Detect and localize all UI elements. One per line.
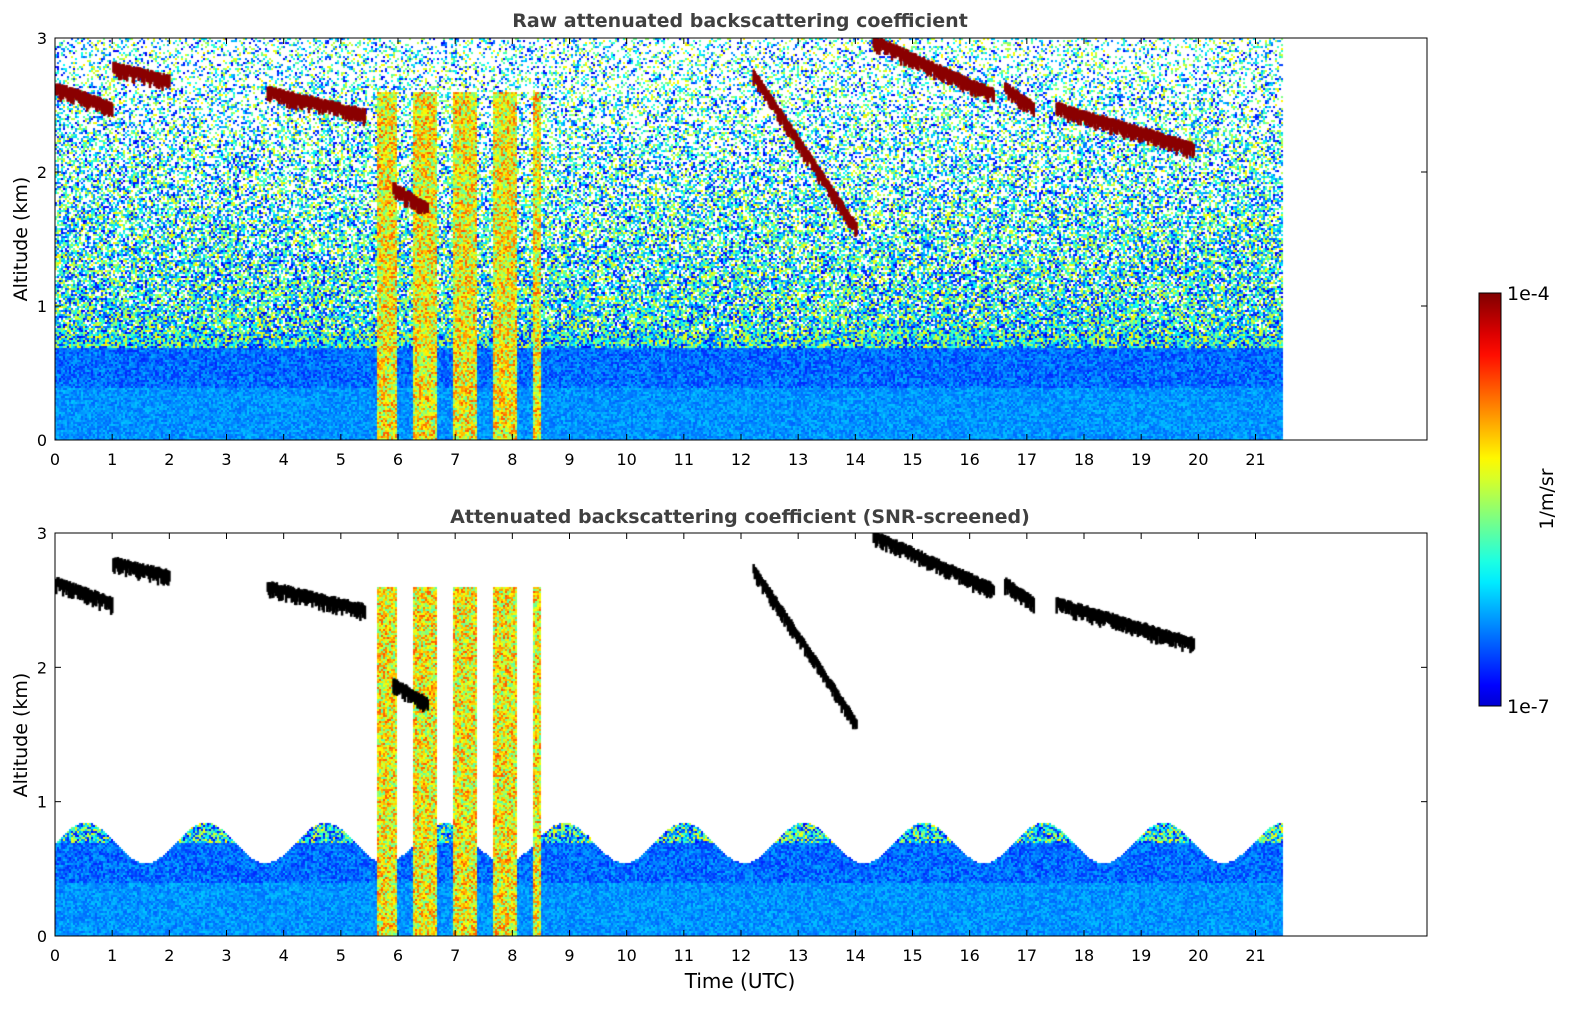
x-axis-screened: 0 1 2 3 4 5 6 7 8 9 10 11 12 13 14 15 16 17 18 19 20 21 <box>50 533 1266 965</box>
x-tick-label: 2 <box>164 450 174 469</box>
x-tick-label: 8 <box>507 946 517 965</box>
y-tick-label: 0 <box>37 431 47 450</box>
x-tick-label: 21 <box>1245 450 1265 469</box>
x-tick-label: 7 <box>450 946 460 965</box>
y-tick-label: 3 <box>37 29 47 48</box>
y-axis-raw: 0 1 2 3 <box>37 29 1427 450</box>
x-tick-label: 15 <box>902 450 922 469</box>
x-tick-label: 6 <box>393 450 403 469</box>
colorbar-min-label: 1e-7 <box>1507 696 1550 718</box>
x-tick-label: 5 <box>336 450 346 469</box>
x-tick-label: 7 <box>450 450 460 469</box>
x-tick-label: 16 <box>959 946 979 965</box>
x-tick-label: 8 <box>507 450 517 469</box>
x-tick-label: 1 <box>107 946 117 965</box>
screened-heatmap <box>55 533 1427 936</box>
y-tick-label: 1 <box>37 793 47 812</box>
x-tick-label: 4 <box>279 946 289 965</box>
heatmap-raster <box>55 533 1427 936</box>
x-axis-raw: 0 1 2 3 4 5 6 7 8 9 10 11 12 13 14 15 16 17 18 19 20 21 <box>50 38 1266 469</box>
panel-title-raw: Raw attenuated backscattering coefficien… <box>512 10 968 32</box>
colorbar-unit-label: 1/m/sr <box>1536 468 1558 529</box>
x-tick-label: 19 <box>1131 450 1151 469</box>
x-tick-label: 13 <box>788 450 808 469</box>
raw-backscatter-panel: Raw attenuated backscattering coefficien… <box>10 10 1428 469</box>
x-tick-label: 6 <box>393 946 403 965</box>
y-axis-screened: 0 1 2 3 <box>37 524 1427 946</box>
x-tick-label: 4 <box>279 450 289 469</box>
x-tick-label: 14 <box>845 946 865 965</box>
x-tick-label: 1 <box>107 450 117 469</box>
x-tick-label: 12 <box>731 946 751 965</box>
colorbar-max-label: 1e-4 <box>1507 283 1550 305</box>
y-axis-label-raw: Altitude (km) <box>10 177 32 302</box>
x-tick-label: 3 <box>221 450 231 469</box>
x-tick-label: 18 <box>1074 450 1094 469</box>
x-tick-label: 10 <box>616 946 636 965</box>
x-tick-label: 3 <box>221 946 231 965</box>
y-tick-label: 2 <box>37 658 47 677</box>
x-tick-label: 17 <box>1017 450 1037 469</box>
x-tick-label: 9 <box>564 946 574 965</box>
y-axis-label-screened: Altitude (km) <box>10 673 32 798</box>
x-tick-label: 11 <box>674 946 694 965</box>
x-tick-label: 14 <box>845 450 865 469</box>
x-tick-label: 16 <box>959 450 979 469</box>
x-axis-label: Time (UTC) <box>684 969 796 993</box>
colorbar: 1e-4 1e-7 1/m/sr <box>1478 283 1558 718</box>
x-tick-label: 5 <box>336 946 346 965</box>
x-tick-label: 11 <box>674 450 694 469</box>
x-tick-label: 15 <box>902 946 922 965</box>
x-tick-label: 2 <box>164 946 174 965</box>
screened-backscatter-panel: Attenuated backscattering coefficient (S… <box>10 506 1428 993</box>
x-tick-label: 17 <box>1017 946 1037 965</box>
y-tick-label: 3 <box>37 524 47 543</box>
raw-heatmap <box>55 38 1427 440</box>
x-tick-label: 20 <box>1188 450 1208 469</box>
heatmap-raster <box>55 38 1427 440</box>
x-tick-label: 21 <box>1245 946 1265 965</box>
x-tick-label: 20 <box>1188 946 1208 965</box>
x-tick-label: 0 <box>50 946 60 965</box>
y-tick-label: 0 <box>37 927 47 946</box>
x-tick-label: 18 <box>1074 946 1094 965</box>
x-tick-label: 0 <box>50 450 60 469</box>
x-tick-label: 12 <box>731 450 751 469</box>
x-tick-label: 10 <box>616 450 636 469</box>
panel-title-screened: Attenuated backscattering coefficient (S… <box>450 506 1030 528</box>
x-tick-label: 13 <box>788 946 808 965</box>
colorbar-gradient <box>1478 292 1502 707</box>
x-tick-label: 19 <box>1131 946 1151 965</box>
y-tick-label: 2 <box>37 163 47 182</box>
x-tick-label: 9 <box>564 450 574 469</box>
y-tick-label: 1 <box>37 297 47 316</box>
